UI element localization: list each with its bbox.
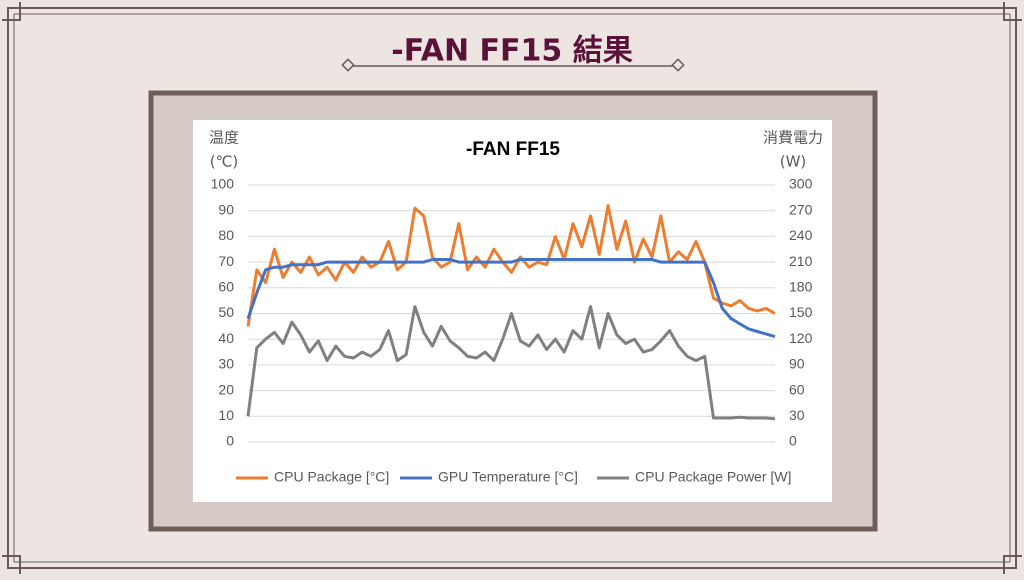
y-tick-label: 50 xyxy=(218,304,234,320)
series-line xyxy=(246,305,776,421)
y2-tick-label: 210 xyxy=(789,253,813,269)
y-tick-label: 20 xyxy=(218,381,234,397)
y2-tick-label: 120 xyxy=(789,330,813,346)
chart-area xyxy=(193,120,832,502)
y2-tick-label: 300 xyxy=(789,176,813,192)
y-tick-label: 30 xyxy=(218,356,234,372)
y-tick-label: 80 xyxy=(218,227,234,243)
y-tick-label: 0 xyxy=(226,433,234,449)
slide-title: -FAN FF15 結果 xyxy=(391,34,632,69)
y-axis-unit: (℃) xyxy=(210,153,239,171)
legend-label: GPU Temperature [°C] xyxy=(438,469,578,485)
series-line xyxy=(246,204,776,327)
y-tick-label: 90 xyxy=(218,201,234,217)
y2-tick-label: 150 xyxy=(789,304,813,320)
series-line xyxy=(246,258,776,339)
y2-axis-unit: (W) xyxy=(780,153,807,171)
legend-label: CPU Package Power [W] xyxy=(635,469,791,485)
y-tick-label: 10 xyxy=(218,407,234,423)
y-tick-label: 100 xyxy=(211,176,235,192)
y2-tick-label: 60 xyxy=(789,381,805,397)
y2-axis-label: 消費電力 xyxy=(763,129,823,147)
y-axis-label: 温度 xyxy=(209,129,239,147)
y2-tick-label: 30 xyxy=(789,407,805,423)
y2-tick-label: 0 xyxy=(789,433,797,449)
legend-label: CPU Package [°C] xyxy=(274,469,389,485)
y-tick-label: 70 xyxy=(218,253,234,269)
y2-tick-label: 180 xyxy=(789,279,813,295)
y2-tick-label: 270 xyxy=(789,201,813,217)
y2-tick-label: 90 xyxy=(789,356,805,372)
y2-tick-label: 240 xyxy=(789,227,813,243)
title-underline xyxy=(341,58,685,72)
y-tick-label: 60 xyxy=(218,279,234,295)
chart-title: -FAN FF15 xyxy=(466,139,560,160)
y-tick-label: 40 xyxy=(218,330,234,346)
